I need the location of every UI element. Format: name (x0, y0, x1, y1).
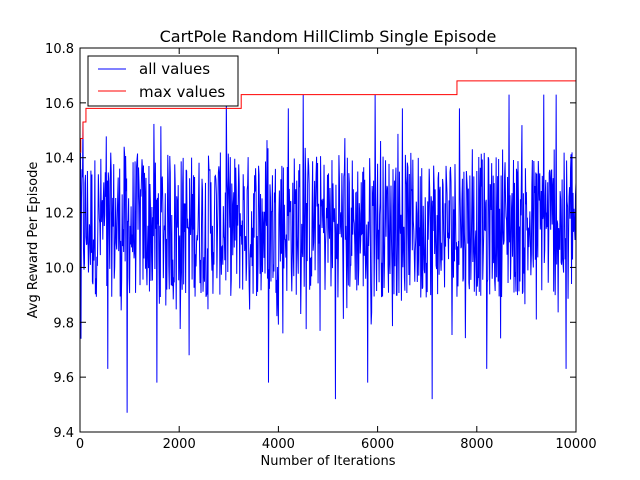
y-tick-label: 10.6 (45, 97, 74, 112)
y-tick-label: 9.8 (53, 316, 74, 331)
plot-frame (79, 47, 577, 433)
chart-title: CartPole Random HillClimb Single Episode (160, 27, 497, 46)
series-layer (79, 80, 577, 413)
x-tick-label: 4000 (262, 437, 295, 452)
y-tick-label: 10.4 (45, 152, 74, 167)
x-axis-label: Number of Iterations (261, 454, 396, 469)
ticks-layer: 0 2000 4000 6000 8000 10000 9.4 9.6 9.8 10.0 10.2 1… (45, 42, 597, 452)
y-tick-label: 10.0 (45, 261, 74, 276)
y-tick-label: 10.2 (45, 207, 74, 222)
y-tick-label: 10.8 (45, 42, 74, 57)
legend-box (87, 55, 239, 107)
series-all-values-line (79, 94, 577, 413)
legend: all values max values (87, 55, 239, 107)
x-tick-label: 10000 (555, 437, 596, 452)
y-tick-label: 9.6 (53, 371, 74, 386)
x-tick-label: 0 (76, 437, 84, 452)
x-tick-label: 2000 (163, 437, 196, 452)
series-max-values-line (80, 80, 576, 153)
y-tick-label: 9.4 (53, 426, 74, 441)
x-tick-label: 6000 (361, 437, 394, 452)
legend-label-max-values: max values (139, 83, 225, 101)
y-axis-label: Avg Reward Per Episode (26, 162, 41, 319)
legend-label-all-values: all values (139, 60, 210, 78)
x-tick-label: 8000 (460, 437, 493, 452)
